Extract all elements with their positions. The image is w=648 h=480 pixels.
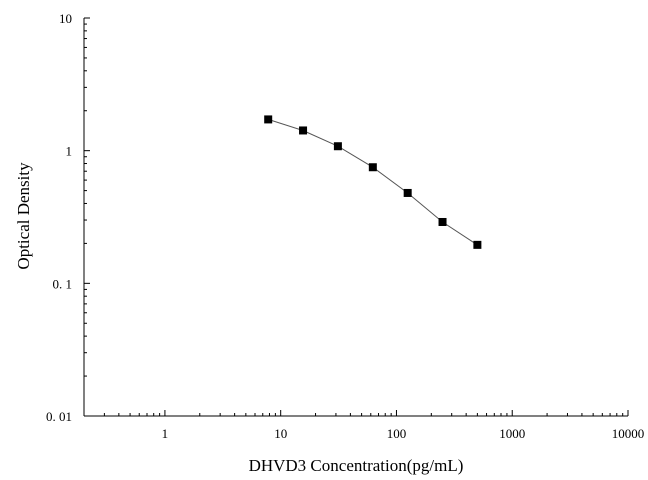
data-point (264, 115, 273, 124)
y-axis-title: Optical Density (14, 162, 33, 270)
data-point (473, 240, 482, 249)
data-point (403, 188, 412, 197)
y-tick-label: 0. 01 (46, 409, 72, 424)
x-tick-label: 100 (387, 426, 407, 441)
series (264, 115, 482, 249)
axes (83, 18, 628, 417)
x-tick-label: 1000 (499, 426, 525, 441)
x-tick-label: 1 (162, 426, 169, 441)
x-tick-label: 10 (274, 426, 287, 441)
y-tick-label: 10 (59, 11, 72, 26)
data-point (368, 163, 377, 172)
x-axis-title: DHVD3 Concentration(pg/mL) (249, 456, 464, 475)
data-point (438, 217, 447, 226)
tick-labels: 1 10 100 1000 10000 0. 01 0. 1 1 10 (46, 11, 644, 441)
data-point (299, 126, 308, 135)
data-point (333, 142, 342, 151)
series-line (268, 118, 478, 246)
x-tick-label: 10000 (612, 426, 645, 441)
ticks (83, 17, 629, 417)
y-tick-label: 1 (66, 144, 73, 159)
y-tick-label: 0. 1 (53, 276, 73, 291)
